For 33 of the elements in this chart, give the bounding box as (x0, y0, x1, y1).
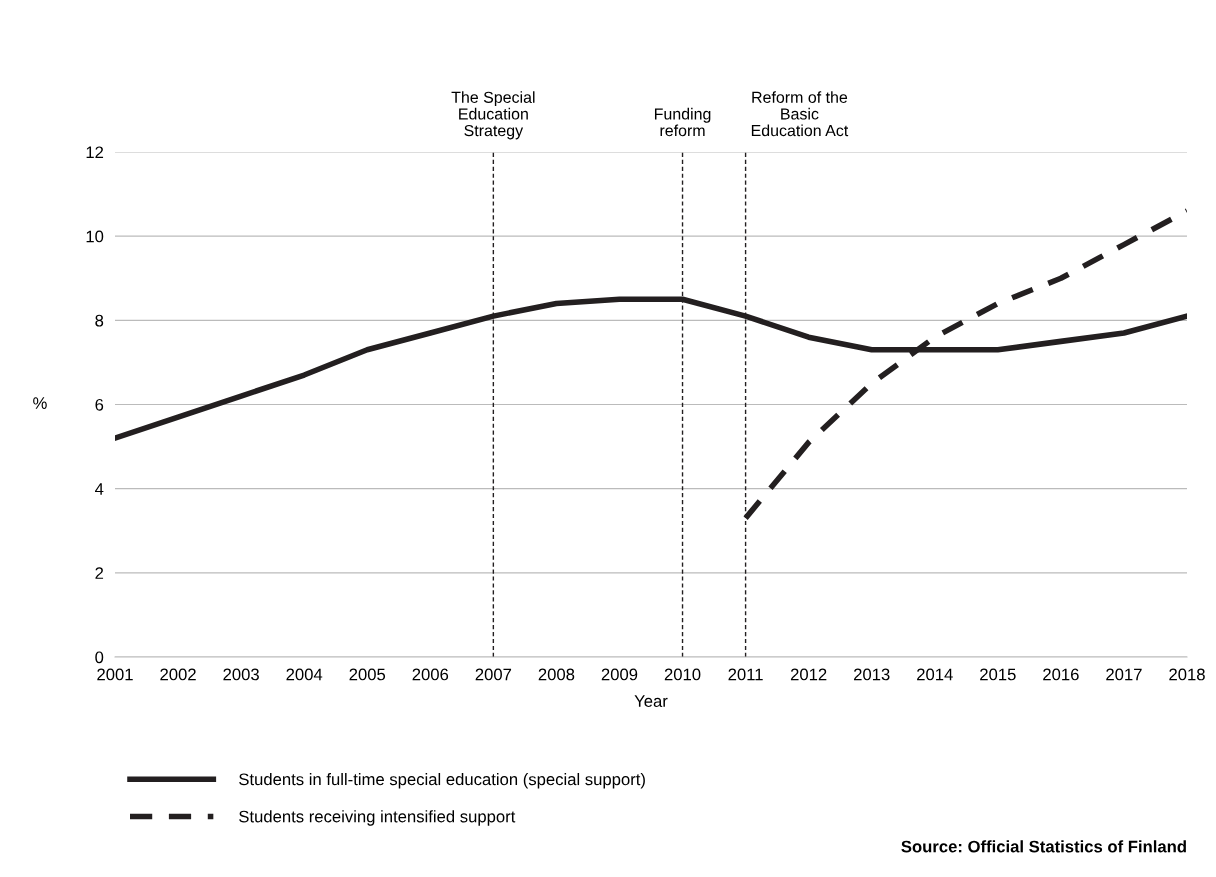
x-tick-label: 2001 (97, 668, 133, 681)
y-tick-label: 4 (95, 483, 104, 495)
x-tick-label: 2011 (728, 668, 763, 681)
y-tick-label: 12 (86, 146, 104, 159)
ref-line-label: Funding reform (654, 107, 711, 137)
y-axis-title: % (33, 397, 47, 409)
legend-label: Students receiving intensified support (239, 810, 516, 826)
x-tick-label: 2013 (854, 668, 890, 681)
y-tick-label: 6 (95, 398, 104, 411)
x-tick-label: 2005 (349, 668, 386, 681)
y-tick-label: 8 (95, 314, 104, 327)
ref-line-label: Reform of the Basic Education Act (751, 91, 849, 137)
x-tick-label: 2015 (980, 668, 1016, 681)
x-tick-label: 2017 (1106, 668, 1142, 681)
x-tick-label: 2004 (286, 668, 323, 681)
y-tick-label: 2 (95, 567, 104, 579)
y-tick-label: 10 (86, 230, 104, 243)
x-tick-label: 2008 (538, 668, 575, 681)
x-tick-label: 2006 (412, 668, 449, 681)
x-tick-label: 2018 (1169, 668, 1205, 681)
legend-label: Students in full-time special education (special support) (239, 773, 645, 789)
x-tick-label: 2014 (917, 668, 953, 681)
source-note: Source: Official Statistics of Finland (901, 840, 1186, 853)
x-axis-title: Year (634, 695, 668, 707)
x-tick-label: 2016 (1043, 668, 1079, 681)
ref-line-label: The Special Education Strategy (451, 91, 535, 140)
x-tick-label: 2009 (601, 668, 638, 681)
x-tick-label: 2012 (790, 668, 827, 681)
x-tick-label: 2002 (160, 668, 196, 681)
x-tick-label: 2007 (475, 668, 512, 681)
x-tick-label: 2003 (223, 668, 259, 681)
y-tick-label: 0 (95, 651, 104, 664)
x-tick-label: 2010 (664, 668, 701, 681)
